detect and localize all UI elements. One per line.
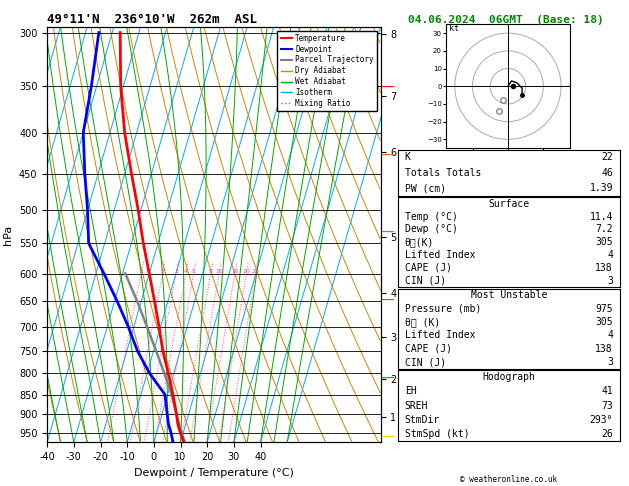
Text: CIN (J): CIN (J) [405, 276, 446, 286]
Text: CAPE (J): CAPE (J) [405, 263, 452, 273]
Text: 4: 4 [607, 250, 613, 260]
Text: PW (cm): PW (cm) [405, 183, 446, 193]
Text: StmSpd (kt): StmSpd (kt) [405, 429, 469, 439]
Text: —: — [380, 295, 394, 308]
Text: 305: 305 [595, 317, 613, 327]
Text: 10: 10 [215, 268, 223, 274]
Text: 15: 15 [231, 268, 239, 274]
Text: 49°11'N  236°10'W  262m  ASL: 49°11'N 236°10'W 262m ASL [47, 13, 257, 26]
Text: Lifted Index: Lifted Index [405, 330, 476, 341]
Text: 22: 22 [601, 153, 613, 162]
Text: —: — [380, 431, 394, 444]
Text: 2: 2 [160, 268, 165, 274]
Text: 3: 3 [607, 357, 613, 367]
Text: 73: 73 [601, 400, 613, 411]
Text: 4: 4 [184, 268, 188, 274]
Text: EH: EH [405, 386, 416, 397]
Text: CAPE (J): CAPE (J) [405, 344, 452, 354]
Text: 1: 1 [139, 268, 143, 274]
Text: 138: 138 [595, 344, 613, 354]
Text: Dewp (°C): Dewp (°C) [405, 225, 458, 234]
Text: K: K [405, 153, 411, 162]
Text: 4: 4 [607, 330, 613, 341]
Text: StmDir: StmDir [405, 415, 440, 425]
Text: 293°: 293° [589, 415, 613, 425]
Text: —: — [380, 226, 394, 240]
Text: SREH: SREH [405, 400, 428, 411]
Y-axis label: km
ASL: km ASL [407, 224, 425, 245]
Text: θᴇ(K): θᴇ(K) [405, 237, 434, 247]
Text: Lifted Index: Lifted Index [405, 250, 476, 260]
Legend: Temperature, Dewpoint, Parcel Trajectory, Dry Adiabat, Wet Adiabat, Isotherm, Mi: Temperature, Dewpoint, Parcel Trajectory… [277, 31, 377, 111]
Text: 305: 305 [595, 237, 613, 247]
Text: 20: 20 [243, 268, 250, 274]
Text: © weatheronline.co.uk: © weatheronline.co.uk [460, 474, 557, 484]
Text: Temp (°C): Temp (°C) [405, 211, 458, 222]
Text: Hodograph: Hodograph [482, 372, 535, 382]
Text: θᴇ (K): θᴇ (K) [405, 317, 440, 327]
Text: 04.06.2024  06GMT  (Base: 18): 04.06.2024 06GMT (Base: 18) [408, 15, 604, 25]
Text: 11.4: 11.4 [589, 211, 613, 222]
Text: —: — [380, 81, 394, 94]
Text: —: — [380, 372, 394, 386]
Text: 1.39: 1.39 [589, 183, 613, 193]
Text: 41: 41 [601, 386, 613, 397]
Text: 3: 3 [607, 276, 613, 286]
Text: Most Unstable: Most Unstable [470, 290, 547, 300]
Text: Pressure (mb): Pressure (mb) [405, 304, 481, 314]
Text: 5: 5 [192, 268, 196, 274]
Text: 26: 26 [601, 429, 613, 439]
Text: 975: 975 [595, 304, 613, 314]
X-axis label: Dewpoint / Temperature (°C): Dewpoint / Temperature (°C) [134, 468, 294, 478]
Text: 25: 25 [252, 268, 260, 274]
Text: 8: 8 [209, 268, 213, 274]
Text: LCL: LCL [440, 417, 455, 427]
Text: CIN (J): CIN (J) [405, 357, 446, 367]
Text: 7.2: 7.2 [595, 225, 613, 234]
Text: 46: 46 [601, 168, 613, 178]
Text: Mixing Ratio (g/kg): Mixing Ratio (g/kg) [516, 195, 525, 274]
Y-axis label: hPa: hPa [3, 225, 13, 244]
Text: —: — [380, 149, 394, 162]
Text: Surface: Surface [488, 199, 530, 209]
Text: Totals Totals: Totals Totals [405, 168, 481, 178]
Text: kt: kt [450, 24, 460, 34]
Text: 138: 138 [595, 263, 613, 273]
Text: 3: 3 [174, 268, 178, 274]
